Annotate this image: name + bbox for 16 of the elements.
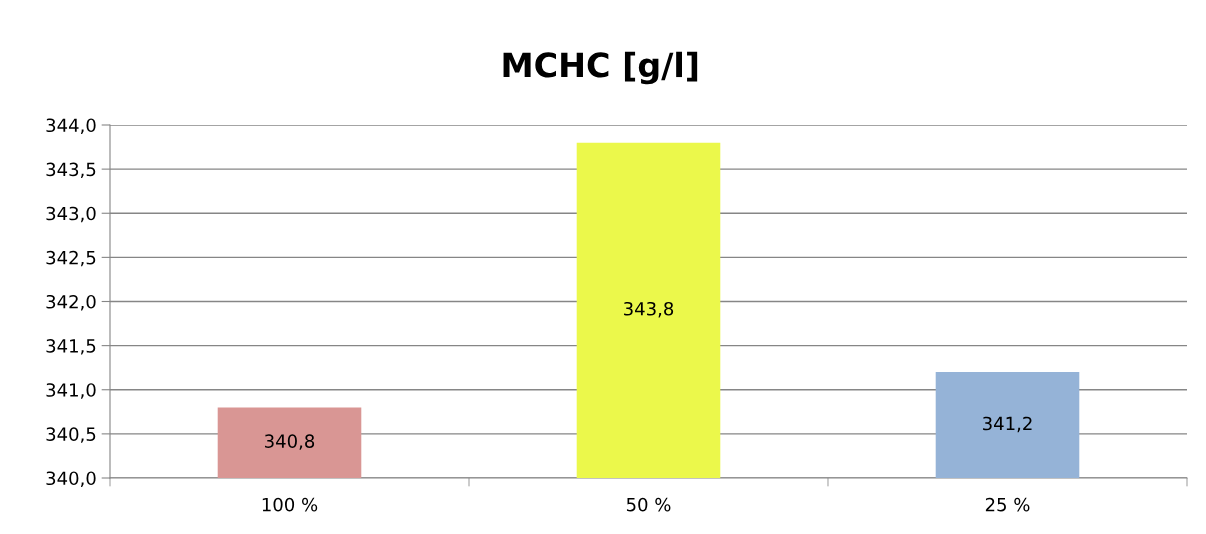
y-tick-label: 341,5 (46, 339, 96, 355)
y-tick-label: 341,0 (46, 383, 96, 399)
data-label: 341,2 (983, 416, 1032, 433)
y-tick-label: 342,5 (46, 250, 96, 267)
y-tick-label: 344,0 (46, 118, 96, 134)
y-tick-label: 342,0 (46, 294, 96, 311)
y-tick-label: 343,0 (46, 206, 96, 223)
x-tick-label: 100 % (262, 497, 318, 512)
x-tick-label: 25 % (985, 497, 1030, 512)
data-label: 343,8 (624, 301, 674, 318)
y-tick-label: 340,0 (46, 471, 96, 487)
y-tick-label: 340,5 (46, 427, 96, 443)
data-label: 340,8 (265, 434, 315, 450)
chart-title: MCHC [g/l] (503, 51, 698, 85)
x-tick-label: 50 % (626, 497, 671, 512)
y-tick-label: 343,5 (46, 162, 96, 179)
